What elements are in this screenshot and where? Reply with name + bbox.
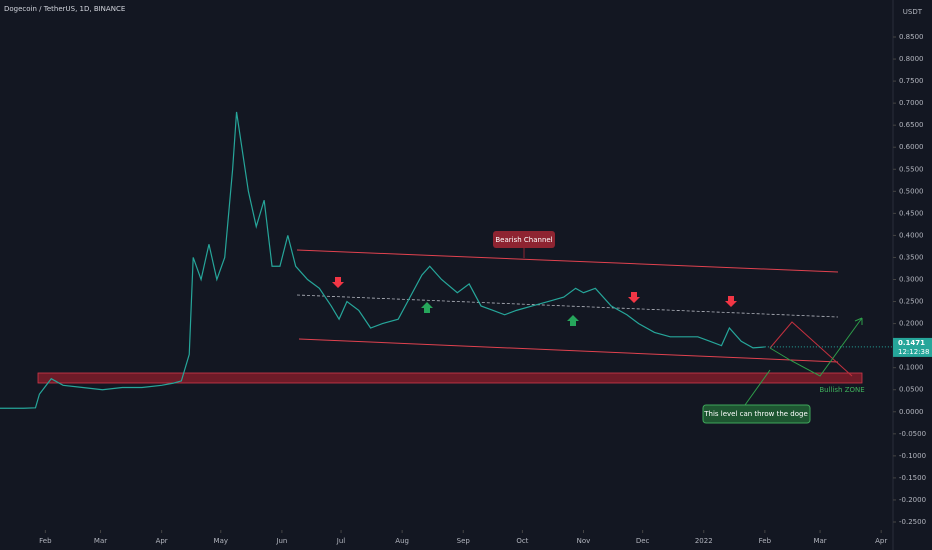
bear-projection [769,321,853,377]
y-tick-label: -0.2500 [899,518,926,526]
down-arrow [628,292,640,303]
y-tick-label: 0.7000 [899,99,924,107]
y-tick-label: -0.2000 [899,496,926,504]
y-tick-label: 0.0000 [899,408,924,416]
x-tick-label: Apr [156,537,168,545]
callout-box [702,404,811,424]
support-zone [37,372,863,384]
y-tick-label: -0.0500 [899,430,926,438]
y-tick-label: 0.2500 [899,298,924,306]
y-tick-label: 0.4000 [899,231,924,239]
x-tick-label: Dec [636,537,650,545]
y-tick-label: 0.8500 [899,33,924,41]
x-tick-label: 2022 [695,537,713,545]
up-arrow [567,315,579,326]
channel-lower [298,338,839,363]
x-tick-label: Mar [94,537,107,545]
x-tick-label: Feb [759,537,772,545]
channel-mid [296,294,839,318]
currency-label: USDT [903,8,923,16]
y-tick-label: 0.0500 [899,386,924,394]
up-arrow [421,302,433,313]
x-tick-label: Jul [336,537,346,545]
x-tick-label: Mar [813,537,826,545]
bull-arrowhead [854,317,863,325]
y-tick-label: 0.4500 [899,209,924,217]
x-tick-label: Nov [577,537,591,545]
callout-box [493,231,555,248]
y-tick-label: -0.1000 [899,452,926,460]
chart-title: Dogecoin / TetherUS, 1D, BINANCE [4,5,125,13]
y-tick-label: 0.2000 [899,320,924,328]
y-tick-label: 0.5000 [899,187,924,195]
down-arrows [332,277,737,307]
y-tick-label: -0.1500 [899,474,926,482]
down-arrow [332,277,344,288]
y-tick-label: 0.6000 [899,143,924,151]
y-tick-label: 0.6500 [899,121,924,129]
callout-text: This level can throw the doge [703,410,808,418]
x-tick-label: Sep [457,537,471,545]
y-tick-label: 0.3500 [899,253,924,261]
bull-projection [769,317,863,377]
y-tick-label: 0.7500 [899,77,924,85]
y-tick-label: 0.5500 [899,165,924,173]
x-tick-label: Aug [395,537,409,545]
channel-upper [296,249,839,273]
callout-text: Bearish Channel [495,236,552,244]
x-tick-label: May [214,537,228,545]
countdown: 12:12:38 [898,348,929,356]
y-tick-label: 0.8000 [899,55,924,63]
down-arrow [725,296,737,307]
y-tick-label: 0.3000 [899,276,924,284]
last-price-label: 0.1471 [898,339,925,347]
callout-pointer [744,369,771,406]
last-price-box [893,337,932,357]
x-tick-label: Apr [875,537,887,545]
up-arrows [421,302,579,326]
x-tick-label: Oct [516,537,528,545]
price-line [0,111,765,409]
y-tick-label: 0.1000 [899,364,924,372]
x-tick-label: Jun [275,537,287,545]
zone-label: Bullish ZONE [819,386,864,394]
x-tick-label: Feb [39,537,52,545]
